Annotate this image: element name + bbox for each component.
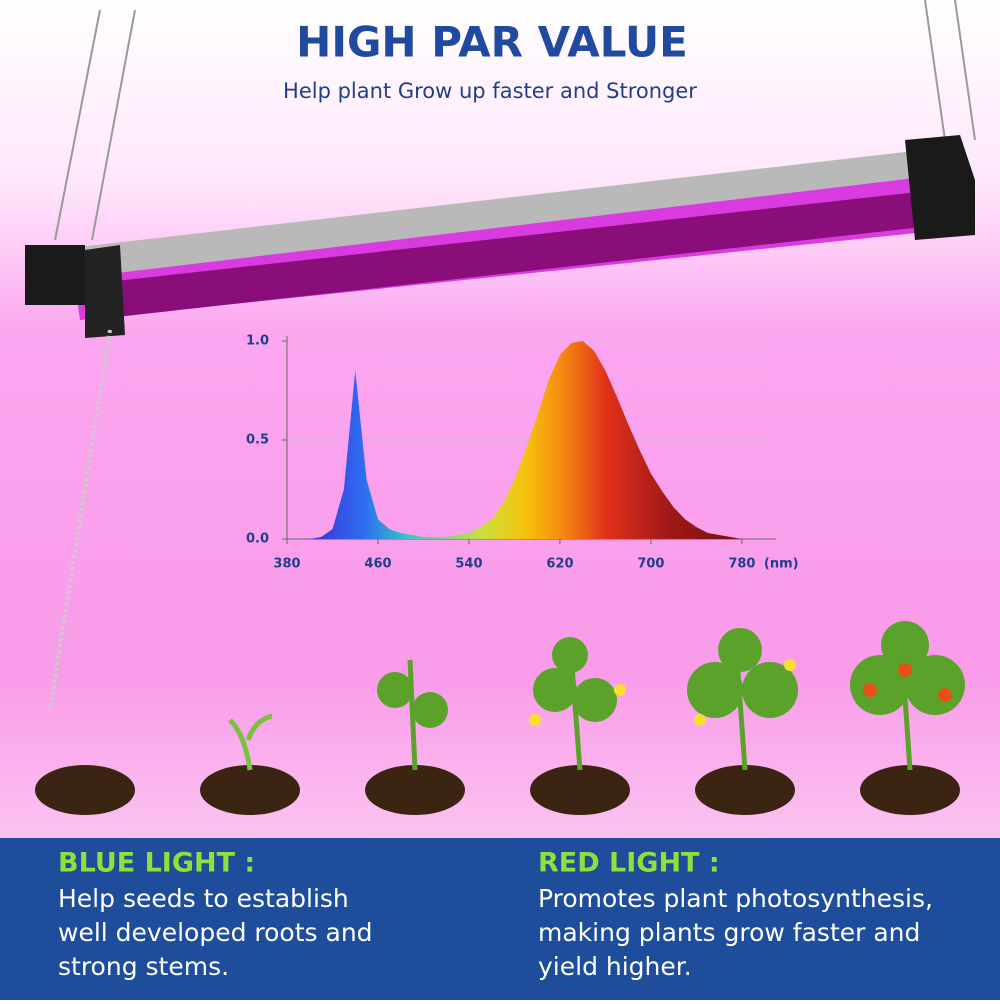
x-tick-label: 380 <box>273 557 300 572</box>
plants <box>35 621 965 815</box>
panel-heading: RED LIGHT : <box>538 848 720 879</box>
x-tick-label: 620 <box>546 557 573 572</box>
subtitle: Help plant Grow up faster and Stronger <box>283 79 697 103</box>
panel-text: Promotes plant photosynthesis, <box>538 884 933 913</box>
y-tick-label: 1.0 <box>246 334 269 349</box>
panel-text: strong stems. <box>58 952 229 981</box>
panel-text: Help seeds to establish <box>58 884 349 913</box>
info-panel <box>0 838 1000 1000</box>
spectrum-chart: 0.0 0.5 1.0 380 460 540 620 700 780 (nm) <box>246 334 799 572</box>
panel-text: yield higher. <box>538 952 692 981</box>
grow-light <box>25 0 976 711</box>
x-tick-label: 700 <box>637 557 664 572</box>
x-tick-label: 460 <box>364 557 391 572</box>
y-tick-label: 0.5 <box>246 433 269 448</box>
background <box>0 0 1000 840</box>
y-tick-label: 0.0 <box>246 532 269 547</box>
panel-text: well developed roots and <box>58 918 373 947</box>
title: HIGH PAR VALUE <box>296 18 688 67</box>
x-tick-label: 540 <box>455 557 482 572</box>
spectrum-area <box>309 341 754 539</box>
panel-text: making plants grow faster and <box>538 918 920 947</box>
x-tick-label: 780 <box>728 557 755 572</box>
panel-heading: BLUE LIGHT : <box>58 848 255 879</box>
x-axis-label: (nm) <box>764 557 799 572</box>
